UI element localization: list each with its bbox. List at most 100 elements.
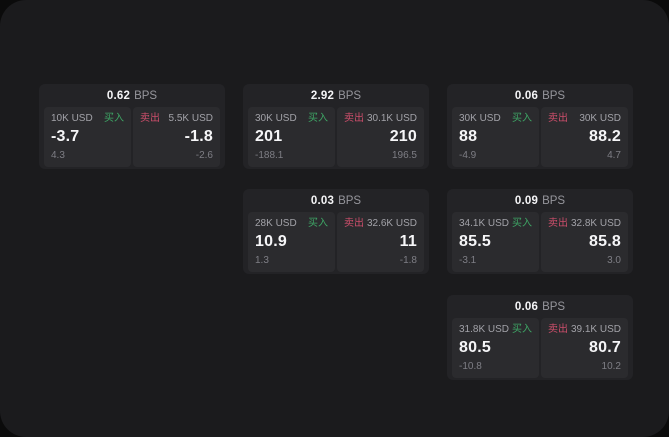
buy-price: 201 [255,128,283,145]
sell-price: 11 [399,233,417,250]
buy-tile-header: 30K USD 买入 [459,113,532,125]
sell-tile[interactable]: 卖出 32.6K USD 11 -1.8 [337,212,424,272]
buy-tile[interactable]: 31.8K USD 买入 80.5 -10.8 [452,318,539,378]
sell-label: 卖出 [344,113,364,124]
sell-amount: 39.1K USD [570,324,621,335]
bps-value: 0.06 [514,89,539,102]
sell-price: 210 [389,128,417,145]
bps-unit-label: BPS [338,194,362,207]
sell-tile-header: 卖出 30.1K USD [344,113,417,125]
buy-label: 买入 [308,218,328,229]
quote-card-3: 0.06 BPS 30K USD 买入 88 -4.9 卖出 30K USD 8… [447,84,633,169]
sell-tile-header: 卖出 32.8K USD [548,218,621,230]
buy-amount: 30K USD [459,113,501,124]
card-header: 0.06 BPS [447,84,633,107]
card-body: 30K USD 买入 201 -188.1 卖出 30.1K USD 210 1… [248,107,424,167]
quote-card-5: 0.09 BPS 34.1K USD 买入 85.5 -3.1 卖出 32.8K… [447,189,633,274]
buy-delta: 4.3 [51,150,65,161]
bps-value: 0.06 [514,300,539,313]
sell-amount: 30.1K USD [366,113,417,124]
sell-amount: 30K USD [579,113,621,124]
buy-delta: 1.3 [255,255,269,266]
sell-price: -1.8 [184,128,213,145]
sell-price: 85.8 [589,233,621,250]
buy-price: 85.5 [459,233,491,250]
sell-tile[interactable]: 卖出 32.8K USD 85.8 3.0 [541,212,628,272]
card-header: 0.06 BPS [447,295,633,318]
buy-amount: 30K USD [255,113,297,124]
buy-amount: 10K USD [51,113,93,124]
sell-tile-header: 卖出 30K USD [548,113,621,125]
sell-label: 卖出 [548,218,568,229]
sell-delta: 4.7 [607,150,621,161]
buy-delta: -4.9 [459,150,477,161]
buy-amount: 31.8K USD [459,324,510,335]
buy-amount: 34.1K USD [459,218,510,229]
card-body: 31.8K USD 买入 80.5 -10.8 卖出 39.1K USD 80.… [452,318,628,378]
sell-delta: 3.0 [607,255,621,266]
sell-tile[interactable]: 卖出 30K USD 88.2 4.7 [541,107,628,167]
buy-tile-header: 30K USD 买入 [255,113,328,125]
card-header: 0.62 BPS [39,84,225,107]
quote-card-1: 0.62 BPS 10K USD 买入 -3.7 4.3 卖出 5.5K USD… [39,84,225,169]
bps-unit-label: BPS [338,89,362,102]
buy-label: 买入 [308,113,328,124]
sell-delta: 10.2 [601,361,621,372]
bps-value: 0.09 [514,194,539,207]
sell-label: 卖出 [344,218,364,229]
sell-tile[interactable]: 卖出 5.5K USD -1.8 -2.6 [133,107,220,167]
sell-amount: 32.6K USD [366,218,417,229]
buy-price: 80.5 [459,339,491,356]
card-header: 0.09 BPS [447,189,633,212]
buy-tile[interactable]: 30K USD 买入 201 -188.1 [248,107,335,167]
sell-delta: -2.6 [195,150,213,161]
buy-tile-header: 10K USD 买入 [51,113,124,125]
buy-delta: -188.1 [255,150,284,161]
buy-label: 买入 [512,113,532,124]
buy-tile[interactable]: 30K USD 买入 88 -4.9 [452,107,539,167]
sell-label: 卖出 [548,324,568,335]
card-body: 30K USD 买入 88 -4.9 卖出 30K USD 88.2 4.7 [452,107,628,167]
sell-tile-header: 卖出 32.6K USD [344,218,417,230]
buy-label: 买入 [512,218,532,229]
card-body: 28K USD 买入 10.9 1.3 卖出 32.6K USD 11 -1.8 [248,212,424,272]
sell-price: 88.2 [589,128,621,145]
card-header: 2.92 BPS [243,84,429,107]
card-body: 10K USD 买入 -3.7 4.3 卖出 5.5K USD -1.8 -2.… [44,107,220,167]
sell-amount: 5.5K USD [168,113,213,124]
sell-tile-header: 卖出 5.5K USD [140,113,213,125]
bps-unit-label: BPS [134,89,158,102]
buy-delta: -3.1 [459,255,477,266]
buy-tile-header: 31.8K USD 买入 [459,324,532,336]
bps-unit-label: BPS [542,300,566,313]
buy-tile[interactable]: 34.1K USD 买入 85.5 -3.1 [452,212,539,272]
quote-card-4: 0.03 BPS 28K USD 买入 10.9 1.3 卖出 32.6K US… [243,189,429,274]
quote-card-2: 2.92 BPS 30K USD 买入 201 -188.1 卖出 30.1K … [243,84,429,169]
buy-price: 88 [459,128,478,145]
sell-price: 80.7 [589,339,621,356]
sell-delta: 196.5 [391,150,417,161]
buy-label: 买入 [104,113,124,124]
buy-label: 买入 [512,324,532,335]
card-body: 34.1K USD 买入 85.5 -3.1 卖出 32.8K USD 85.8… [452,212,628,272]
card-header: 0.03 BPS [243,189,429,212]
bps-value: 0.03 [310,194,335,207]
sell-label: 卖出 [548,113,568,124]
buy-tile[interactable]: 10K USD 买入 -3.7 4.3 [44,107,131,167]
sell-tile-header: 卖出 39.1K USD [548,324,621,336]
bps-unit-label: BPS [542,89,566,102]
bps-unit-label: BPS [542,194,566,207]
buy-amount: 28K USD [255,218,297,229]
sell-tile[interactable]: 卖出 39.1K USD 80.7 10.2 [541,318,628,378]
quote-card-6: 0.06 BPS 31.8K USD 买入 80.5 -10.8 卖出 39.1… [447,295,633,380]
sell-label: 卖出 [140,113,160,124]
buy-tile-header: 34.1K USD 买入 [459,218,532,230]
bps-value: 0.62 [106,89,131,102]
sell-tile[interactable]: 卖出 30.1K USD 210 196.5 [337,107,424,167]
buy-tile[interactable]: 28K USD 买入 10.9 1.3 [248,212,335,272]
sell-delta: -1.8 [399,255,417,266]
bps-value: 2.92 [310,89,335,102]
sell-amount: 32.8K USD [570,218,621,229]
buy-delta: -10.8 [459,361,482,372]
